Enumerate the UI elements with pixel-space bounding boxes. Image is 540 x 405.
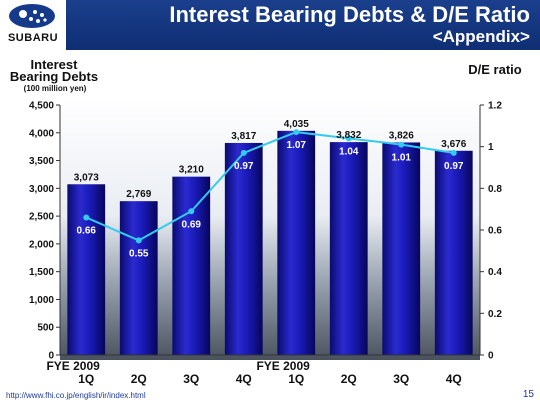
bar-value-label-5: 4,035 <box>284 119 309 130</box>
de-ratio-label-2: 0.55 <box>129 248 149 259</box>
right-axis-title: D/E ratio <box>468 62 522 77</box>
y2-tick-label-2: 0.4 <box>488 267 502 278</box>
de-ratio-point-7 <box>398 141 405 148</box>
de-ratio-label-5: 1.07 <box>287 140 307 151</box>
bar-value-label-7: 3,826 <box>389 130 414 141</box>
bar-7 <box>382 142 421 355</box>
bar-6 <box>329 142 368 355</box>
y2-tick-label-3: 0.6 <box>488 226 502 237</box>
x-category-label-5: 1Q <box>288 372 304 386</box>
de-ratio-point-4 <box>240 149 247 156</box>
y2-tick-label-4: 0.8 <box>488 184 502 195</box>
footer-url-link[interactable]: http://www.fhi.co.jp/english/ir/index.ht… <box>6 391 146 400</box>
de-ratio-label-8: 0.97 <box>444 161 464 172</box>
bar-value-label-1: 3,073 <box>74 172 99 183</box>
y-tick-label-5: 2,500 <box>29 212 54 223</box>
de-ratio-line <box>85 131 454 242</box>
x-category-label-6: 2Q <box>341 372 357 386</box>
x-category-label-2: 2Q <box>131 372 147 386</box>
de-ratio-label-7: 1.01 <box>392 153 412 164</box>
bar-value-label-6: 3,832 <box>336 130 361 141</box>
left-axis-unit: (100 million yen) <box>23 84 87 93</box>
pleiades-emblem-icon <box>9 4 55 28</box>
page-title: Interest Bearing Debts & D/E Ratio <box>169 2 530 27</box>
de-ratio-label-3: 0.69 <box>182 219 202 230</box>
y-tick-label-2: 1,000 <box>29 295 54 306</box>
y-tick-label-0: 0 <box>48 351 54 362</box>
de-ratio-label-4: 0.97 <box>234 161 254 172</box>
bar-value-label-2: 2,769 <box>126 189 151 200</box>
y2-tick-label-1: 0.2 <box>488 309 502 320</box>
y-tick-label-4: 2,000 <box>29 239 54 250</box>
y-tick-label-1: 500 <box>37 323 54 334</box>
de-ratio-point-5 <box>293 129 300 136</box>
y-tick-label-9: 4,500 <box>29 101 54 112</box>
y-tick-label-3: 1,500 <box>29 267 54 278</box>
x-category-label-1: 1Q <box>78 372 94 386</box>
left-axis-title-text: Interest Bearing Debts <box>9 57 99 84</box>
left-axis-title: Interest Bearing Debts <box>4 57 104 84</box>
x-category-label-7: 3Q <box>393 372 409 386</box>
bar-4 <box>224 142 263 355</box>
bar-1 <box>67 184 106 355</box>
page-number: 15 <box>522 389 534 400</box>
de-ratio-point-6 <box>345 135 352 142</box>
page-subtitle: <Appendix> <box>432 27 530 46</box>
y-tick-label-7: 3,500 <box>29 156 54 167</box>
de-ratio-point-1 <box>83 214 90 221</box>
x-category-label-3: 3Q <box>183 372 199 386</box>
bar-5 <box>277 130 316 355</box>
bar-value-label-3: 3,210 <box>179 165 204 176</box>
de-ratio-point-8 <box>450 149 457 156</box>
y2-tick-label-0: 0 <box>488 351 494 362</box>
x-group-label-1: FYE 2009 <box>46 359 100 373</box>
bar-2 <box>119 201 158 355</box>
bar-value-label-4: 3,817 <box>231 131 256 142</box>
bar-3 <box>172 176 211 355</box>
de-ratio-label-1: 0.66 <box>77 226 97 237</box>
bar-8 <box>434 150 473 355</box>
header-bar: SUBARU Interest Bearing Debts & D/E Rati… <box>0 0 540 50</box>
de-ratio-point-2 <box>135 237 142 244</box>
y-tick-label-8: 4,000 <box>29 128 54 139</box>
x-category-label-4: 4Q <box>236 372 252 386</box>
logo-wordmark: SUBARU <box>7 32 59 44</box>
de-ratio-label-6: 1.04 <box>339 146 359 157</box>
x-group-label-2: FYE 2009 <box>256 359 310 373</box>
y2-tick-label-6: 1.2 <box>488 101 502 112</box>
x-category-label-8: 4Q <box>446 372 462 386</box>
bar-value-label-8: 3,676 <box>441 139 466 150</box>
de-ratio-point-3 <box>188 208 195 215</box>
y-tick-label-6: 3,000 <box>29 184 54 195</box>
y2-tick-label-5: 1 <box>488 142 494 153</box>
subaru-logo: SUBARU <box>0 0 66 50</box>
